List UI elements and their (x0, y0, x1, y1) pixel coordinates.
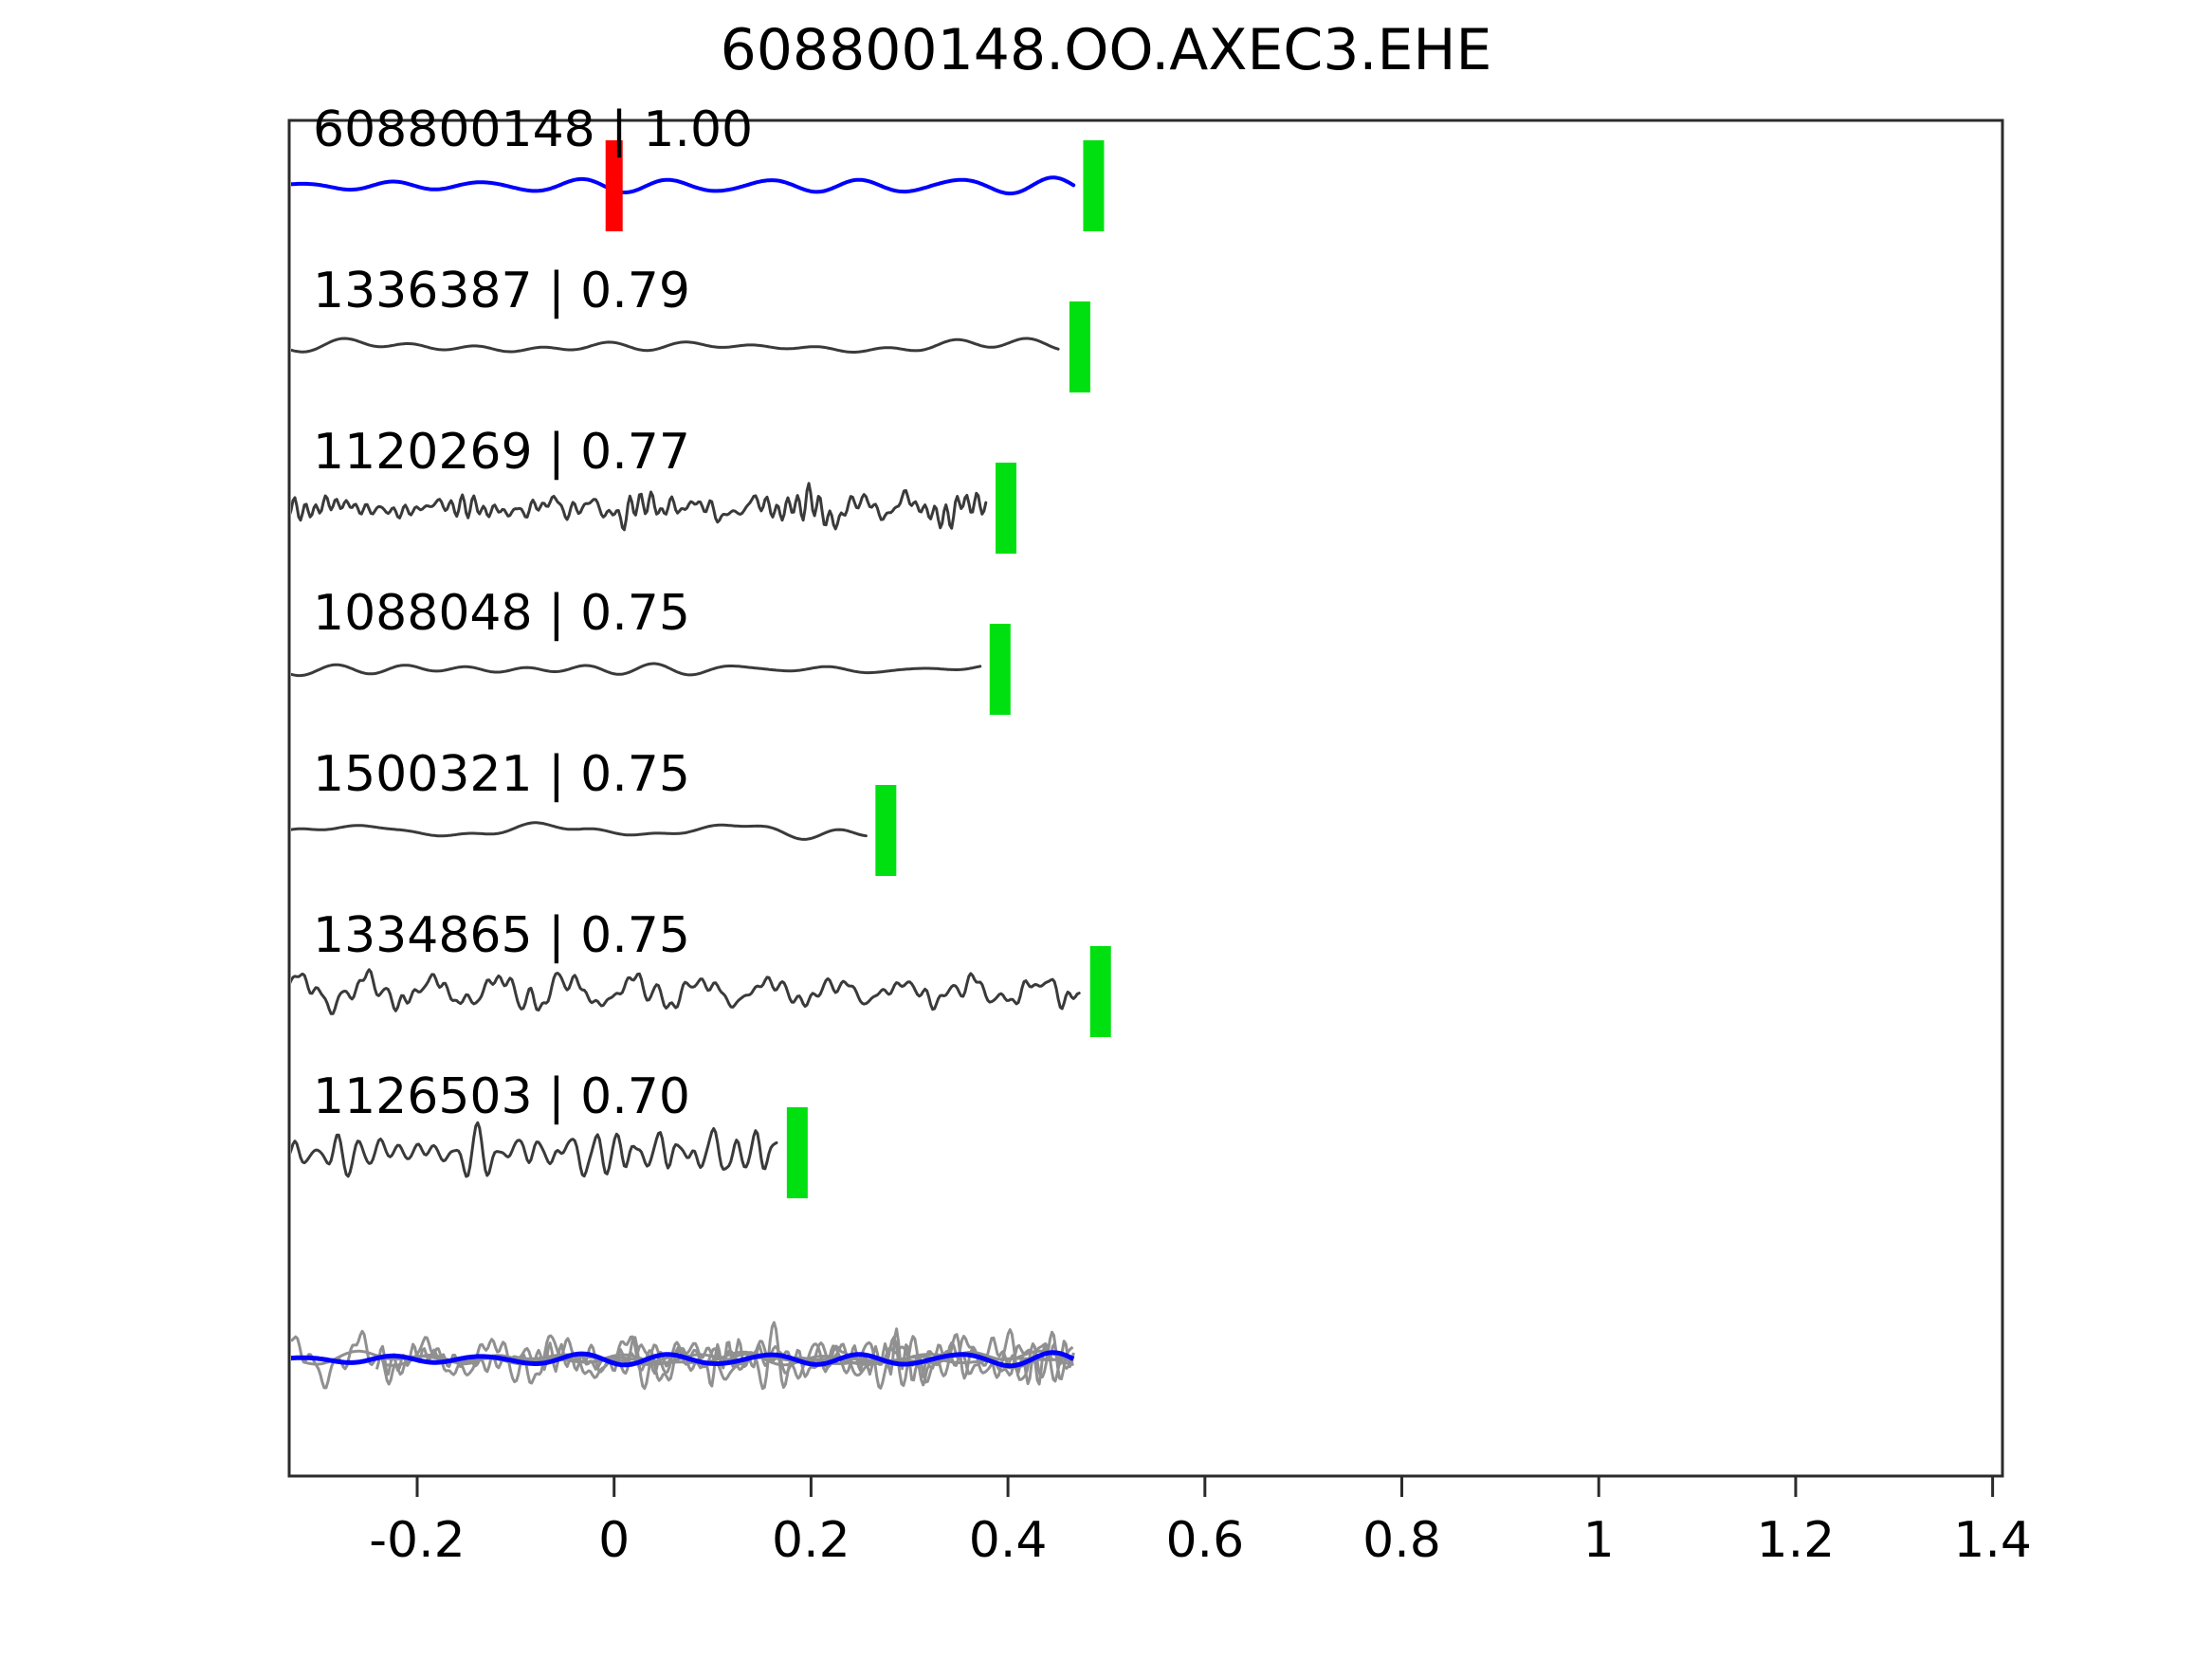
waveform-trace (291, 337, 1060, 354)
stacked-template-trace (291, 1350, 1075, 1369)
x-tick-label: 0.6 (1165, 1512, 1244, 1569)
trace-group (291, 175, 1081, 1391)
x-tick-label: 1.2 (1757, 1512, 1836, 1569)
pick-marker (1069, 301, 1090, 392)
plot-frame (287, 118, 2004, 1478)
waveform-trace (291, 968, 1081, 1015)
trace-label: 608800148 | 1.00 (313, 101, 753, 158)
waveform-trace (291, 662, 982, 678)
waveform-trace (291, 1121, 778, 1178)
x-tick-label: 1 (1583, 1512, 1615, 1569)
trace-label: 1126503 | 0.70 (313, 1068, 690, 1125)
x-tick-label: -0.2 (369, 1512, 465, 1569)
marker-group (605, 140, 1111, 1198)
waveform-trace (291, 175, 1076, 196)
x-tick-label: 0 (598, 1512, 630, 1569)
pick-marker (1089, 946, 1111, 1037)
pick-marker (989, 624, 1011, 715)
trace-label: 1120269 | 0.77 (313, 424, 690, 481)
trace-label: 1500321 | 0.75 (313, 746, 690, 803)
x-tick-label: 0.2 (772, 1512, 850, 1569)
waveform-trace (291, 821, 868, 841)
trace-label-group: 608800148 | 1.00 1336387 | 0.79 1120269 | … (313, 101, 753, 1125)
origin-marker (605, 140, 623, 231)
x-axis-tick-labels: -0.2 0 0.2 0.4 0.6 0.8 1 1.2 1.4 (369, 1512, 2032, 1569)
pick-marker (786, 1107, 808, 1198)
x-tick-label: 1.4 (1953, 1512, 2032, 1569)
x-tick-label: 0.8 (1362, 1512, 1441, 1569)
trace-label: 1088048 | 0.75 (313, 585, 690, 642)
waveform-trace (291, 482, 988, 532)
trace-label: 1336387 | 0.79 (313, 263, 690, 319)
pick-marker (1083, 140, 1105, 231)
trace-label: 1334865 | 0.75 (313, 907, 690, 964)
x-axis-ticks (415, 1476, 1995, 1497)
pick-marker (996, 463, 1017, 554)
pick-marker (875, 785, 897, 876)
x-tick-label: 0.4 (969, 1512, 1048, 1569)
page-title: 608800148.OO.AXEC3.EHE (720, 17, 1492, 83)
